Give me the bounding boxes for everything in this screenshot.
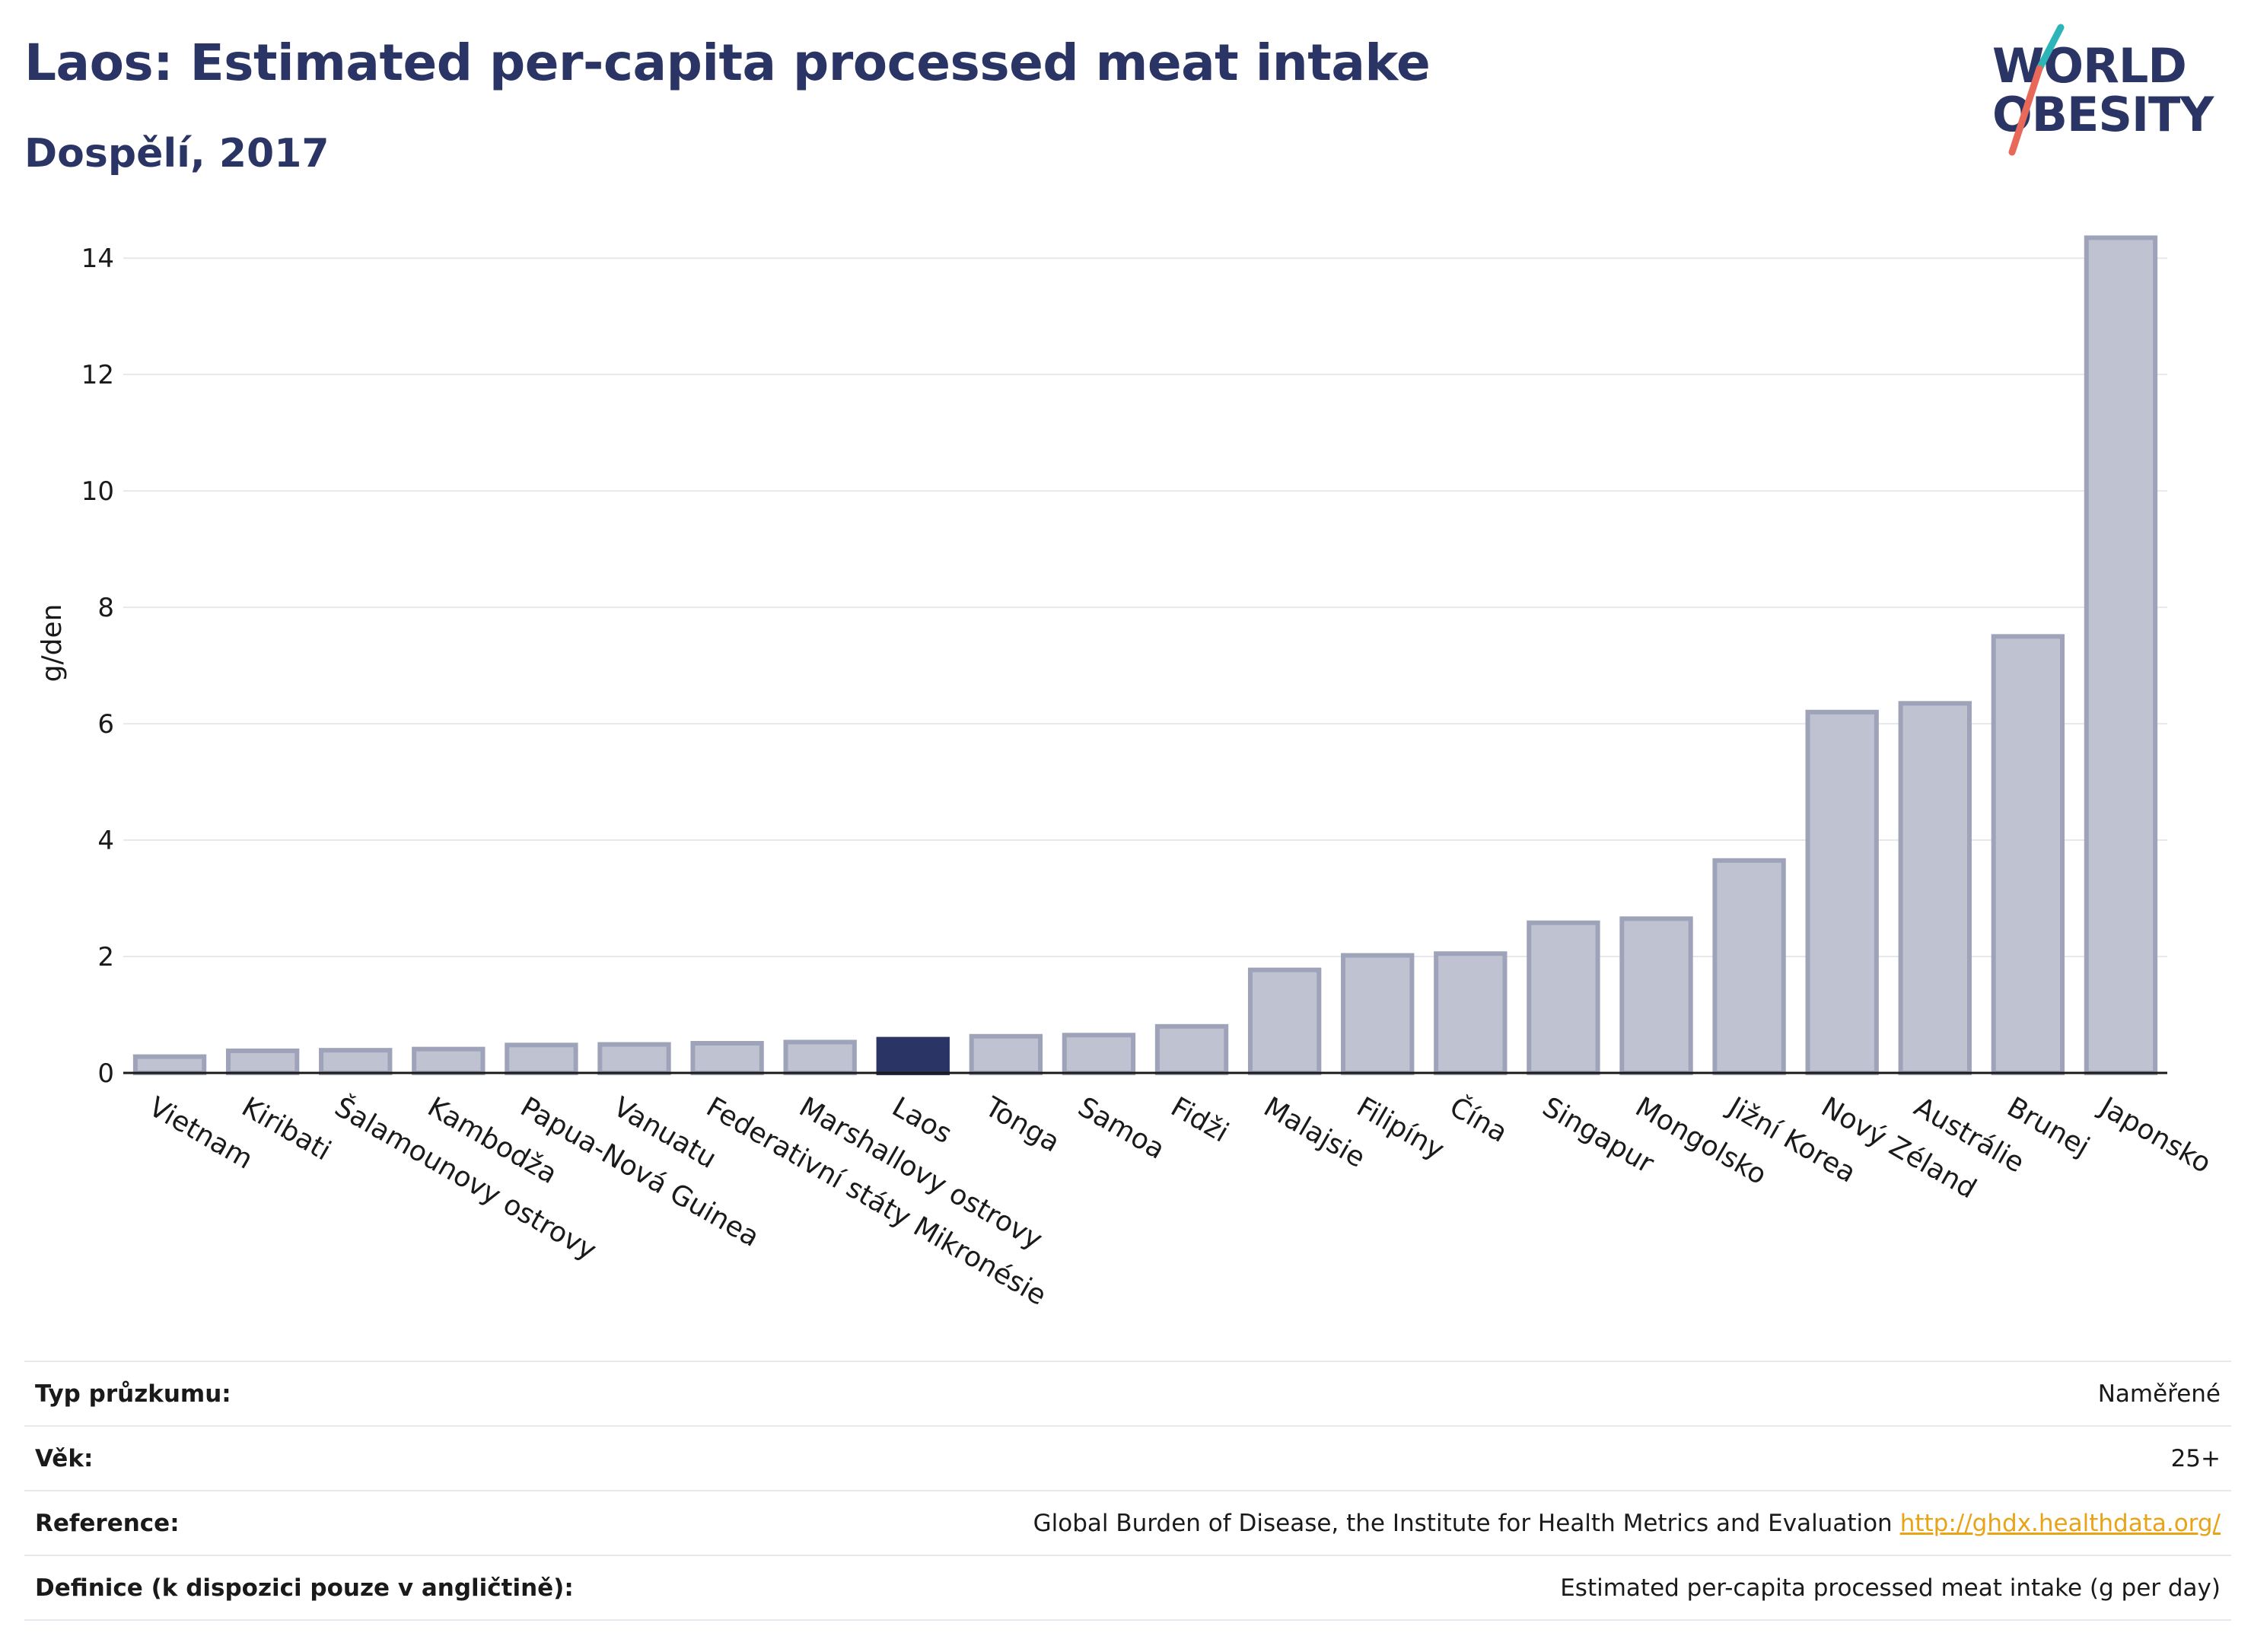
bar-samoa: [1062, 1033, 1136, 1076]
reference-link[interactable]: http://ghdx.healthdata.org/: [1899, 1509, 2221, 1537]
x-tick-label: Filipíny: [1352, 1091, 1450, 1166]
bar-brunej: [1991, 634, 2065, 1075]
chart-title: Laos: Estimated per-capita processed mea…: [24, 33, 1431, 92]
bar-singapur: [1527, 920, 1600, 1076]
x-tick-label: Fidži: [1166, 1091, 1234, 1148]
bar-šalamounovy-ostrovy: [319, 1048, 393, 1076]
bar-kiribati: [225, 1048, 300, 1076]
y-tick-label: 2: [97, 942, 114, 972]
meta-value: 25+: [2170, 1444, 2221, 1472]
meta-value: Naměřené: [2097, 1380, 2221, 1408]
bar-federativní-státy-mikronésie: [690, 1040, 764, 1076]
meta-row-age: Věk: 25+: [24, 1425, 2231, 1490]
bar-laos: [876, 1036, 950, 1075]
y-tick-label: 6: [97, 709, 114, 740]
meta-key: Typ průzkumu:: [35, 1380, 231, 1408]
x-tick-label: Čína: [1444, 1090, 1513, 1148]
y-tick-label: 8: [97, 593, 114, 623]
bar-vanuatu: [597, 1042, 671, 1075]
y-axis-label: g/den: [37, 604, 68, 683]
x-tick-label: Tonga: [979, 1091, 1065, 1159]
bar-marshallovy-ostrovy: [783, 1039, 857, 1075]
bar-jižní-korea: [1712, 858, 1786, 1076]
bar-japonsko: [2084, 235, 2158, 1075]
meta-key: Definice (k dispozici pouze v angličtině…: [35, 1574, 574, 1602]
meta-value: Estimated per-capita processed meat inta…: [1560, 1574, 2221, 1602]
meta-row-definition: Definice (k dispozici pouze v angličtině…: [24, 1555, 2231, 1621]
world-obesity-logo: WORLD OBESITY: [1986, 21, 2237, 158]
bar-papua-nová-guinea: [505, 1042, 578, 1076]
y-axis-ticks: 0 2 4 6 8 10 12 14: [81, 244, 114, 1089]
meta-key: Věk:: [35, 1444, 94, 1472]
meta-row-survey-type: Typ průzkumu: Naměřené: [24, 1361, 2231, 1425]
x-tick-label: Japonsko: [2093, 1090, 2216, 1179]
x-tick-label: Malajsie: [1259, 1091, 1371, 1174]
y-tick-label: 10: [81, 476, 114, 507]
meta-key: Reference:: [35, 1509, 180, 1537]
meta-row-reference: Reference: Global Burden of Disease, the…: [24, 1490, 2231, 1555]
y-tick-label: 4: [97, 826, 114, 856]
meta-value-reference: Global Burden of Disease, the Institute …: [1033, 1510, 2231, 1537]
bar-fidži: [1154, 1023, 1229, 1075]
x-tick-label: Samoa: [1072, 1091, 1170, 1166]
bar-filipíny: [1341, 953, 1415, 1076]
chart-subtitle: Dospělí, 2017: [24, 131, 330, 177]
bar-čína: [1434, 951, 1508, 1076]
bar-mongolsko: [1619, 916, 1693, 1075]
logo-slash-icon: [2008, 24, 2065, 156]
x-tick-label: Laos: [887, 1091, 957, 1150]
y-tick-label: 0: [97, 1058, 114, 1089]
bar-vietnam: [132, 1054, 207, 1075]
bars: [132, 235, 2158, 1076]
bar-malajsie: [1247, 967, 1322, 1075]
logo-line-1: WORLD: [1992, 38, 2187, 94]
reference-text: Global Burden of Disease, the Institute …: [1033, 1509, 1893, 1537]
y-tick-label: 12: [81, 360, 114, 390]
bar-nový-zéland: [1805, 709, 1879, 1076]
x-tick-label: Nový Zéland: [1816, 1091, 1982, 1205]
x-tick-label: Vietnam: [144, 1091, 258, 1176]
y-tick-label: 14: [81, 244, 114, 274]
bar-tonga: [969, 1033, 1043, 1075]
bar-austrálie: [1898, 701, 1972, 1075]
bar-kambodža: [412, 1046, 486, 1075]
metadata-table: Typ průzkumu: Naměřené Věk: 25+ Referenc…: [24, 1361, 2231, 1621]
